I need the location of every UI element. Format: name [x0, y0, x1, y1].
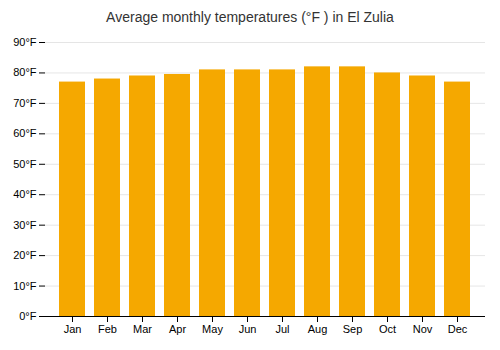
- svg-text:May: May: [202, 323, 223, 335]
- svg-text:Mar: Mar: [133, 323, 152, 335]
- svg-text:Feb: Feb: [98, 323, 117, 335]
- svg-text:50°F: 50°F: [13, 158, 37, 170]
- html-text:Average monthly temperatures (: Average monthly temperatures (°F ) in El…: [106, 9, 394, 25]
- svg-text:90°F: 90°F: [13, 36, 37, 48]
- svg-text:0°F: 0°F: [19, 310, 37, 322]
- svg-text:Dec: Dec: [448, 323, 468, 335]
- svg-text:Apr: Apr: [169, 323, 186, 335]
- svg-text:Sep: Sep: [343, 323, 363, 335]
- svg-text:Oct: Oct: [379, 323, 396, 335]
- svg-text:Jun: Jun: [239, 323, 257, 335]
- svg-text:80°F: 80°F: [13, 66, 37, 78]
- svg-text:Nov: Nov: [413, 323, 433, 335]
- svg-text:Jan: Jan: [64, 323, 82, 335]
- svg-text:60°F: 60°F: [13, 127, 37, 139]
- svg-text:70°F: 70°F: [13, 97, 37, 109]
- svg-text:Jul: Jul: [275, 323, 289, 335]
- svg-text:Aug: Aug: [308, 323, 328, 335]
- svg-text:40°F: 40°F: [13, 188, 37, 200]
- svg-text:10°F: 10°F: [13, 280, 37, 292]
- svg-text:20°F: 20°F: [13, 249, 37, 261]
- svg-text:30°F: 30°F: [13, 219, 37, 231]
